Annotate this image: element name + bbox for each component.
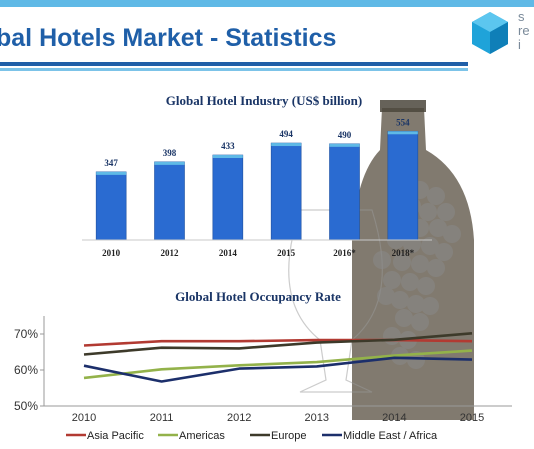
bar-category-label: 2015 — [277, 248, 296, 258]
bar-value-label: 554 — [396, 117, 410, 127]
y-tick-label: 50% — [14, 399, 38, 413]
line-chart-title: Global Hotel Occupancy Rate — [175, 289, 341, 304]
bar-value-label: 347 — [104, 158, 118, 168]
bar-category-label: 2012 — [161, 248, 180, 258]
x-tick-label: 2015 — [460, 412, 484, 424]
bar-category-label: 2018* — [392, 248, 415, 258]
x-tick-label: 2014 — [382, 412, 406, 424]
bar-value-label: 490 — [338, 130, 352, 140]
bar-category-label: 2016* — [333, 248, 356, 258]
bar-2010 — [95, 171, 127, 241]
bar-chart-title: Global Hotel Industry (US$ billion) — [166, 93, 362, 108]
legend-label: Europe — [271, 430, 306, 442]
bar-category-label: 2014 — [219, 248, 238, 258]
bar-category-label: 2010 — [102, 248, 121, 258]
x-tick-label: 2010 — [72, 412, 96, 424]
bar-2018* — [387, 130, 419, 241]
title-underline — [0, 62, 468, 66]
logo-text: s re i — [518, 10, 530, 52]
wine-bottle-illustration — [288, 100, 474, 420]
legend-label: Middle East / Africa — [343, 430, 438, 442]
series-line-americas — [83, 349, 473, 380]
bar-top-2012 — [154, 161, 185, 165]
bar-2015 — [270, 142, 302, 241]
bar-2012 — [154, 161, 185, 241]
top-accent-bar — [0, 0, 534, 7]
y-tick-label: 60% — [14, 363, 38, 377]
bar-value-label: 494 — [279, 129, 293, 139]
legend-label: Americas — [179, 430, 225, 442]
legend-label: Asia Pacific — [87, 430, 144, 442]
bar-top-2015 — [271, 143, 302, 147]
series-line-europe — [83, 332, 473, 356]
x-tick-label: 2011 — [150, 412, 174, 424]
y-tick-label: 70% — [14, 327, 38, 341]
title-underline-light — [0, 68, 468, 71]
logo-text-line-2: re — [518, 23, 530, 38]
logo-icon — [472, 12, 508, 54]
bar-2014 — [212, 154, 244, 241]
page-title: bal Hotels Market - Statistics — [0, 24, 337, 52]
bar-top-2016* — [329, 143, 360, 147]
series-line-middle-east-africa — [83, 356, 473, 383]
bar-top-2014 — [212, 155, 243, 159]
bar-value-label: 398 — [163, 148, 177, 158]
bar-top-2018* — [387, 131, 418, 135]
series-line-asia-pacific — [83, 338, 473, 347]
logo-text-line-1: s — [518, 9, 525, 24]
x-tick-label: 2013 — [305, 412, 329, 424]
bar-top-2010 — [96, 171, 127, 175]
x-tick-label: 2012 — [227, 412, 251, 424]
bar-2016* — [329, 143, 360, 241]
bar-value-label: 433 — [221, 141, 235, 151]
logo-text-line-3: i — [518, 37, 521, 52]
